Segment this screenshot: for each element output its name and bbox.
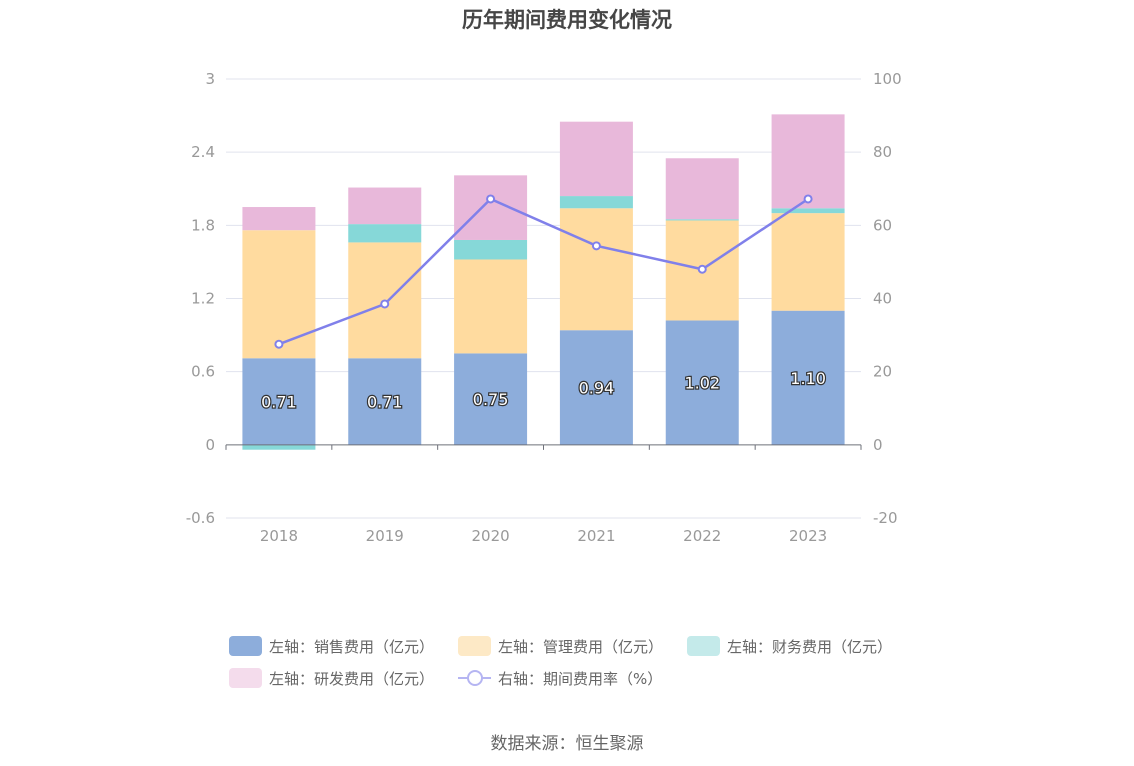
bar-finance xyxy=(559,196,633,209)
legend-label-sales: 左轴：销售费用（亿元） xyxy=(269,637,435,656)
ratio-point xyxy=(803,194,813,204)
left-axis-tick-label: 2.4 xyxy=(191,143,215,161)
ratio-line xyxy=(278,197,809,346)
left-axis-tick-label: 3 xyxy=(205,70,215,88)
legend-label-admin: 左轴：管理费用（亿元） xyxy=(498,637,664,656)
bar-admin xyxy=(454,259,528,354)
right-axis-tick-label: 80 xyxy=(873,143,892,161)
legend-swatch-rd xyxy=(229,668,262,688)
bar-sales xyxy=(454,353,528,445)
legend-swatch-finance xyxy=(687,636,721,656)
data-label-sales: 0.71 xyxy=(261,393,297,412)
bar-admin xyxy=(771,213,845,311)
bar-finance xyxy=(348,224,422,243)
legend-label-finance: 左轴：财务费用（亿元） xyxy=(727,637,893,656)
category-label: 2019 xyxy=(366,527,404,545)
legend-swatch-admin xyxy=(458,636,492,656)
right-axis-tick-label: 0 xyxy=(873,436,883,454)
bar-sales xyxy=(559,330,633,445)
data-label-sales: 0.94 xyxy=(579,379,615,398)
bar-rd xyxy=(454,175,528,240)
left-axis-tick-label: 1.2 xyxy=(191,290,215,308)
bar-finance xyxy=(665,219,739,221)
bar-rd xyxy=(771,114,845,209)
bar-sales xyxy=(771,310,845,445)
right-axis-tick-label: 100 xyxy=(873,70,902,88)
legend-swatch-sales xyxy=(229,636,262,656)
category-label: 2022 xyxy=(683,527,721,545)
legend-row-1: 左轴：销售费用（亿元） 左轴：管理费用（亿元） 左轴：财务费用（亿元） xyxy=(229,630,929,662)
left-axis-tick-label: 0 xyxy=(205,436,215,454)
bar-finance xyxy=(242,444,316,450)
legend-label-ratio: 右轴：期间费用率（%） xyxy=(498,669,663,688)
ratio-point xyxy=(591,241,601,251)
legend: 左轴：销售费用（亿元） 左轴：管理费用（亿元） 左轴：财务费用（亿元） 左轴：研… xyxy=(229,630,929,694)
bar-admin xyxy=(242,230,316,359)
legend-swatch-ratio-marker xyxy=(467,670,484,686)
category-label: 2020 xyxy=(471,527,509,545)
chart-title: 历年期间费用变化情况 xyxy=(462,8,672,32)
left-axis-tick-label: 1.8 xyxy=(191,216,215,234)
data-label-sales: 1.10 xyxy=(790,369,826,388)
data-source: 数据来源：恒生聚源 xyxy=(490,734,644,754)
legend-item-finance[interactable]: 左轴：财务费用（亿元） xyxy=(687,636,892,657)
left-axis-tick-label: 0.6 xyxy=(191,363,215,381)
bar-rd xyxy=(242,207,316,231)
bar-rd xyxy=(348,187,422,225)
legend-item-sales[interactable]: 左轴：销售费用（亿元） xyxy=(229,636,434,657)
legend-row-2: 左轴：研发费用（亿元） 右轴：期间费用率（%） xyxy=(229,662,929,694)
bar-finance xyxy=(454,239,528,260)
right-axis-tick-label: 20 xyxy=(873,363,892,381)
legend-item-ratio[interactable]: 右轴：期间费用率（%） xyxy=(458,668,662,689)
right-axis-tick-label: 60 xyxy=(873,216,892,234)
category-label: 2023 xyxy=(789,527,827,545)
ratio-point xyxy=(380,299,390,309)
data-label-sales: 0.71 xyxy=(367,393,403,412)
category-label: 2018 xyxy=(260,527,298,545)
bar-rd xyxy=(559,121,633,197)
bar-rd xyxy=(665,158,739,220)
data-label-sales: 0.75 xyxy=(473,390,509,409)
bar-sales xyxy=(348,358,422,445)
ratio-point xyxy=(486,194,496,204)
ratio-point xyxy=(697,264,707,274)
bar-finance xyxy=(771,208,845,214)
left-axis-tick-label: -0.6 xyxy=(186,509,215,527)
category-label: 2021 xyxy=(577,527,615,545)
bar-admin xyxy=(559,208,633,331)
legend-item-admin[interactable]: 左轴：管理费用（亿元） xyxy=(458,636,663,657)
ratio-point xyxy=(274,339,284,349)
bar-sales xyxy=(242,358,316,445)
legend-label-rd: 左轴：研发费用（亿元） xyxy=(269,669,435,688)
bar-sales xyxy=(665,320,739,445)
chart-plot: 3 100 2.4 80 1.8 60 1.2 40 0.6 20 0 0 -0.6 -20 2018 201… xyxy=(186,70,902,545)
right-axis-tick-label: -20 xyxy=(873,509,898,527)
right-axis-tick-label: 40 xyxy=(873,290,892,308)
data-label-sales: 1.02 xyxy=(684,374,720,393)
legend-swatch-ratio xyxy=(458,668,492,688)
legend-item-rd[interactable]: 左轴：研发费用（亿元） xyxy=(229,668,434,689)
